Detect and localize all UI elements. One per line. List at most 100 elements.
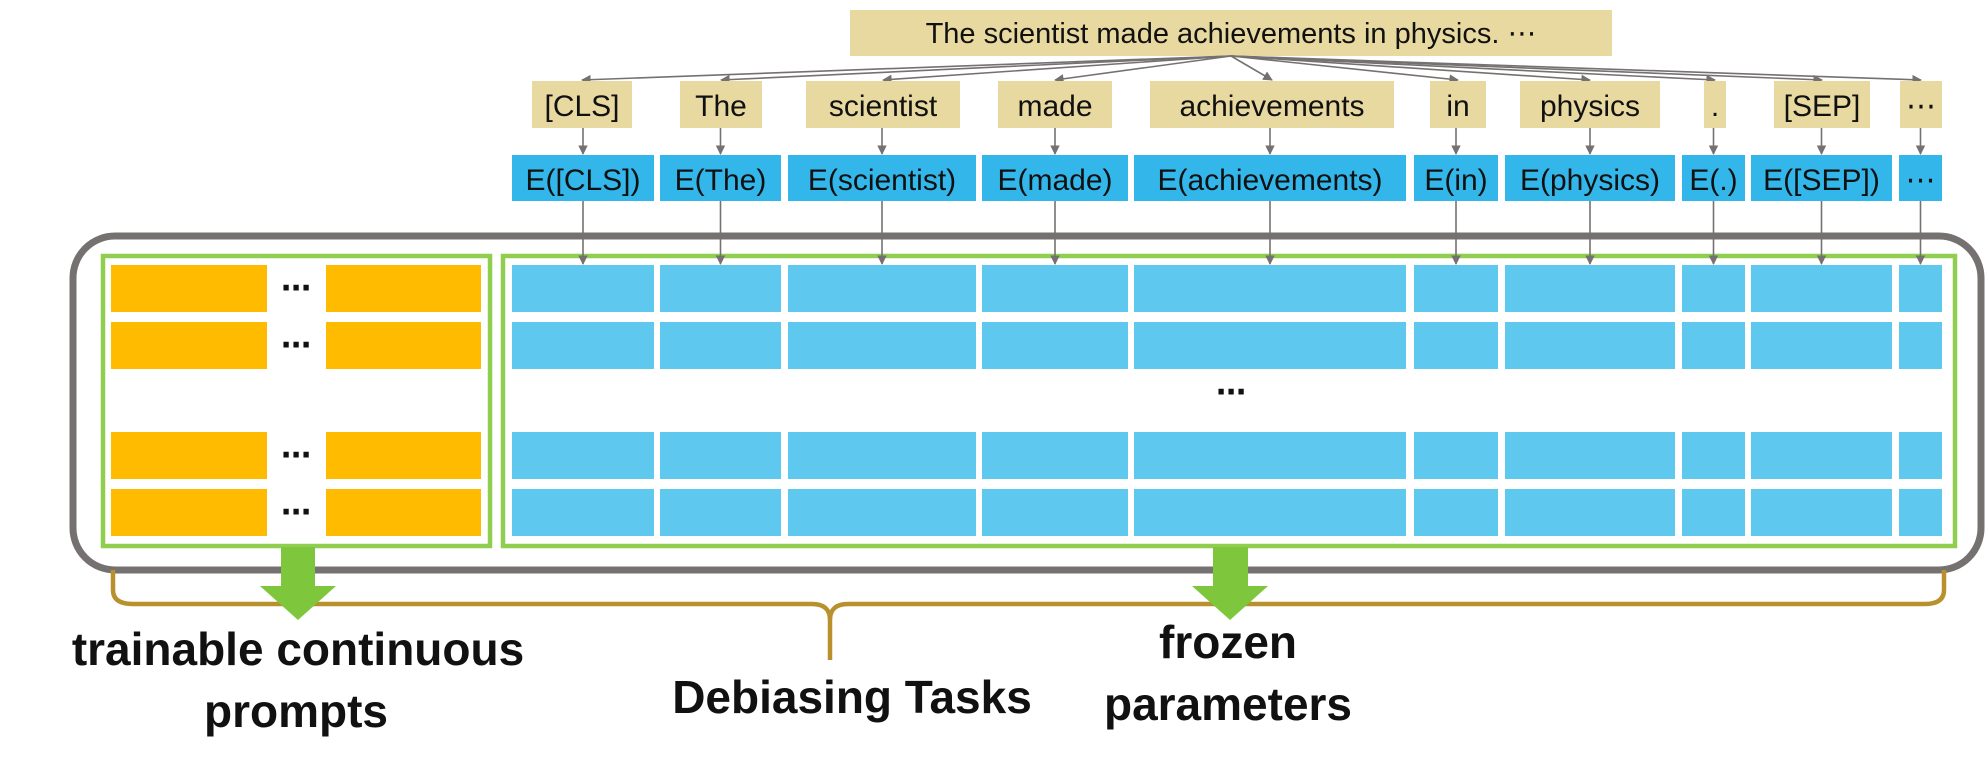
frozen-cell <box>1899 322 1942 369</box>
frozen-cell <box>1414 322 1498 369</box>
embedding-label: E(.) <box>1689 164 1737 197</box>
frozen-cell <box>1134 432 1406 479</box>
token-label: . <box>1711 90 1719 123</box>
token-label: The <box>695 90 747 123</box>
embedding-arrows <box>578 128 1926 155</box>
token-arrow <box>1230 55 1273 81</box>
token-label: achievements <box>1179 90 1364 123</box>
embedding-row: E([CLS]) E(The) E(scientist) E(made) E(achie… <box>512 155 1942 201</box>
prompt-cell <box>111 265 267 312</box>
frozen-cell <box>660 489 781 536</box>
input-sentence: The scientist made achievements in physi… <box>850 10 1612 56</box>
token-label: made <box>1017 90 1092 123</box>
token-label: scientist <box>829 90 938 123</box>
frozen-cell <box>982 432 1128 479</box>
frozen-cell <box>660 432 781 479</box>
frozen-cell <box>788 432 976 479</box>
frozen-cell <box>1751 322 1892 369</box>
frozen-region-border <box>500 253 1958 549</box>
frozen-cell <box>1751 432 1892 479</box>
trainable-label-line2: prompts <box>204 685 388 737</box>
frozen-cell <box>1751 489 1892 536</box>
embedding-box: ⋯ <box>1899 155 1942 201</box>
prompt-cell <box>326 432 481 479</box>
column-arrows <box>578 201 1926 265</box>
prompt-row-ellipsis: ⋯ <box>281 496 311 529</box>
sentence-text: The scientist made achievements in physi… <box>926 18 1537 50</box>
token-box: in <box>1430 81 1486 128</box>
embedding-box: E(The) <box>660 155 781 201</box>
frozen-cell <box>1414 432 1498 479</box>
prompt-cell <box>326 322 481 369</box>
frozen-cell <box>788 322 976 369</box>
prompt-cell <box>111 432 267 479</box>
trainable-label-line1: trainable continuous <box>72 623 524 675</box>
embedding-label: ⋯ <box>1906 164 1936 197</box>
debiasing-tasks-label: Debiasing Tasks <box>672 671 1032 723</box>
embedding-box: E(.) <box>1682 155 1745 201</box>
embedding-box: E([SEP]) <box>1751 155 1892 201</box>
frozen-cell <box>982 265 1128 312</box>
frozen-label-line2: parameters <box>1104 678 1352 730</box>
frozen-cell <box>660 265 781 312</box>
embedding-label: E([CLS]) <box>525 164 640 197</box>
token-box: made <box>998 81 1112 128</box>
token-box: scientist <box>806 81 960 128</box>
frozen-cell <box>788 265 976 312</box>
frozen-cell <box>1505 432 1675 479</box>
token-box: The <box>680 81 762 128</box>
token-arrow <box>1230 55 1459 84</box>
model-frame <box>69 232 1985 574</box>
embedding-box: E(achievements) <box>1134 155 1406 201</box>
embedding-box: E([CLS]) <box>512 155 654 201</box>
embedding-label: E(The) <box>675 164 767 197</box>
embedding-label: E([SEP]) <box>1763 164 1880 197</box>
frozen-cell <box>1505 265 1675 312</box>
frozen-grid <box>512 265 1942 536</box>
embedding-box: E(in) <box>1414 155 1498 201</box>
embedding-label: E(physics) <box>1520 164 1660 197</box>
token-box: [SEP] <box>1774 81 1870 128</box>
token-label: ⋯ <box>1906 90 1936 123</box>
token-arrow <box>882 55 1232 85</box>
frozen-cell <box>512 432 654 479</box>
prompt-region-border <box>100 253 493 549</box>
embedding-label: E(scientist) <box>808 164 956 197</box>
token-box: achievements <box>1150 81 1394 128</box>
token-arrow <box>581 55 1232 85</box>
frozen-cell <box>1134 322 1406 369</box>
prompt-row-ellipsis: ⋯ <box>281 272 311 305</box>
prompt-cell <box>111 489 267 536</box>
frozen-cell <box>512 489 654 536</box>
frozen-cell <box>1899 432 1942 479</box>
frozen-cell <box>1505 489 1675 536</box>
embedding-box: E(made) <box>982 155 1128 201</box>
frozen-cell <box>660 322 781 369</box>
prompt-grid: ⋯ ⋯ ⋯ ⋯ <box>111 265 481 536</box>
embedding-label: E(achievements) <box>1157 164 1382 197</box>
token-arrow <box>1054 55 1232 84</box>
token-row: [CLS] The scientist made achievements in physi… <box>532 81 1942 128</box>
embedding-label: E(in) <box>1424 164 1487 197</box>
debiasing-brace <box>110 570 1947 660</box>
prompt-row-ellipsis: ⋯ <box>281 439 311 472</box>
embedding-box: E(physics) <box>1505 155 1675 201</box>
frozen-cell <box>1682 432 1745 479</box>
frozen-cell <box>982 489 1128 536</box>
frozen-cell <box>1414 489 1498 536</box>
token-arrow <box>1230 55 1922 85</box>
frozen-cell <box>982 322 1128 369</box>
token-box: physics <box>1520 81 1660 128</box>
frozen-cell <box>788 489 976 536</box>
token-arrow <box>720 55 1232 85</box>
prompt-cell <box>111 322 267 369</box>
token-label: in <box>1446 90 1469 123</box>
frozen-cell <box>1899 489 1942 536</box>
token-label: [SEP] <box>1784 90 1861 123</box>
embedding-label: E(made) <box>997 164 1112 197</box>
frozen-cell <box>1134 489 1406 536</box>
frozen-cell <box>1414 265 1498 312</box>
prompt-cell <box>326 489 481 536</box>
frozen-cell <box>512 265 654 312</box>
